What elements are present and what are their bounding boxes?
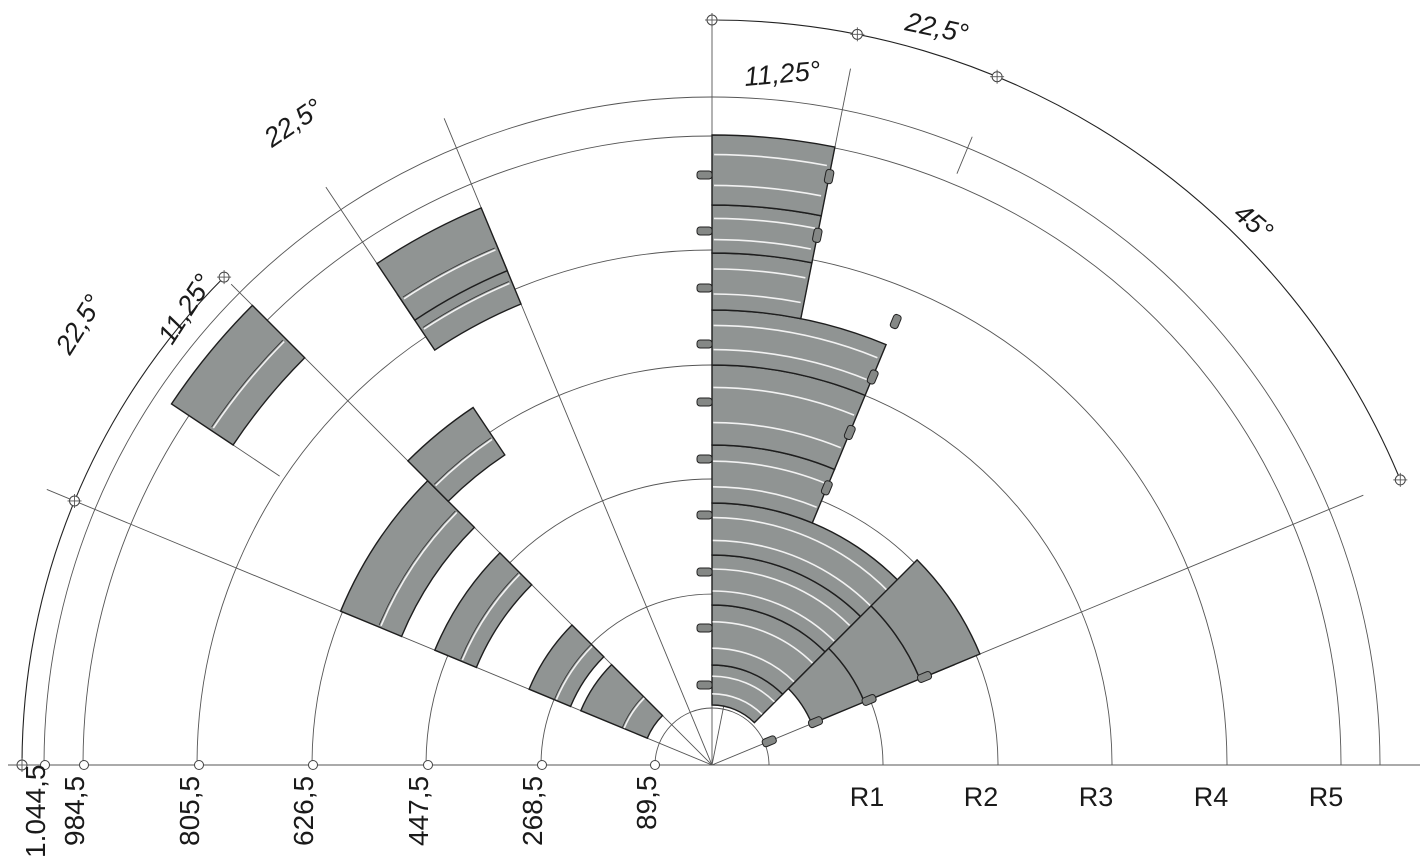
left-track-groove-edge-4 [378, 510, 456, 626]
edge-tab-6 [843, 424, 856, 441]
axis-tab-1 [696, 680, 713, 690]
angle-dimension-arcs [15, 13, 1408, 772]
left-track-groove-edge-3 [460, 572, 519, 660]
axis-tab-4 [696, 510, 713, 520]
axis-tab-9 [696, 226, 713, 236]
right-track-groove-7-2 [713, 324, 878, 359]
radius-label-r5: R5 [1309, 782, 1344, 812]
distance-labels: 1.044,5 984,5 805,5 626,5 447,5 268,5 89… [20, 765, 662, 858]
right-track-groove-8-1 [713, 293, 801, 304]
left-track-groove-edge-1 [622, 696, 644, 728]
baseline-marker-3 [194, 760, 204, 770]
edge-tab-8 [889, 313, 902, 330]
axis-tab-7 [696, 339, 713, 349]
baseline-marker-5 [423, 760, 433, 770]
baseline-marker-2 [79, 760, 89, 770]
left-track-piece-4 [339, 479, 476, 638]
left-track-groove-5 [435, 438, 493, 487]
extension-tick-2 [325, 186, 380, 267]
left-track-piece-2 [528, 624, 605, 708]
left-track-piece-3 [433, 551, 533, 669]
right-track-groove-7-1 [713, 348, 869, 381]
distance-label-89-5: 89,5 [631, 776, 662, 831]
radius-labels: R1 R2 R3 R4 R5 [850, 782, 1344, 812]
distance-label-1044-5: 1.044,5 [20, 765, 51, 858]
left-track-piece-5 [406, 406, 506, 503]
left-track-piece-1 [579, 663, 664, 740]
right-track-groove-10-2 [714, 153, 828, 167]
angle-label-top-right-11-25: 11,25° [743, 55, 822, 92]
edge-tab-10 [823, 168, 835, 185]
baseline-marker-1 [40, 760, 50, 770]
right-track-groove-3-2 [712, 568, 851, 626]
angle-label-left-11-25: 11,25° [152, 269, 219, 350]
distance-label-805-5: 805,5 [174, 776, 205, 846]
left-track-groove-4 [380, 511, 458, 627]
axis-tab-2 [696, 623, 713, 633]
edge-tab-2 [807, 716, 824, 729]
edge-tab-1 [761, 735, 777, 748]
right-track-groove-5-1 [712, 486, 818, 508]
track-pieces [170, 134, 981, 748]
right-track-groove-9-1 [713, 238, 812, 250]
right-track-groove-1-1 [712, 693, 763, 715]
radius-label-r4: R4 [1194, 782, 1229, 812]
edge-tab-7 [866, 369, 879, 385]
left-track-groove-edge-7 [402, 247, 495, 298]
left-track-piece-8 [170, 304, 306, 446]
left-track-piece-7 [376, 206, 509, 322]
right-track-groove-6-1 [713, 421, 842, 449]
radius-label-r1: R1 [850, 782, 885, 812]
left-track-groove-3 [461, 574, 521, 661]
baseline-marker-6 [537, 760, 547, 770]
right-track-piece-7 [711, 309, 888, 397]
right-track-piece-10 [711, 134, 836, 217]
left-track-groove-edge-2 [554, 644, 591, 699]
axis-tab-8 [696, 283, 713, 293]
angle-labels: 22,5° 11,25° 45° 22,5° 22,5° 11,25° [49, 6, 1279, 360]
edge-tab-3 [861, 694, 877, 706]
left-track-groove-8 [212, 341, 285, 429]
right-lower-piece-3 [870, 558, 981, 680]
angle-label-left-upper-22-5: 22,5° [258, 93, 328, 154]
dimension-arc-right [711, 19, 1401, 481]
right-track-groove-8-2 [713, 268, 806, 279]
distance-label-268-5: 268,5 [517, 776, 548, 846]
radius-label-r3: R3 [1079, 782, 1114, 812]
distance-label-984-5: 984,5 [59, 776, 90, 846]
axis-tab-5 [696, 454, 713, 464]
left-track-groove-edge-5 [433, 437, 492, 485]
right-track-groove-5-2 [713, 460, 827, 485]
axis-tab-10 [696, 170, 713, 180]
right-track-piece-8 [711, 252, 813, 320]
right-track-groove-2-2 [712, 621, 814, 664]
angle-label-top-right-22-5: 22,5° [902, 6, 971, 49]
right-track-groove-3-1 [712, 590, 835, 642]
left-track-groove-edge-6 [422, 281, 509, 328]
left-track-groove-1 [623, 697, 645, 729]
edge-tab-9 [812, 227, 823, 243]
right-track-groove-1-2 [712, 675, 775, 703]
angle-label-left-lower-22-5: 22,5° [49, 289, 109, 360]
baseline-marker-7 [650, 760, 660, 770]
edge-tab-4 [916, 671, 933, 683]
left-track-groove-7 [403, 249, 496, 300]
baseline-marker-4 [308, 760, 318, 770]
axis-tab-6 [696, 397, 713, 407]
axis-tab-3 [696, 567, 713, 577]
left-track-groove-edge-8 [211, 339, 283, 428]
distance-label-626-5: 626,5 [288, 776, 319, 846]
radius-label-r2: R2 [964, 782, 999, 812]
distance-label-447-5: 447,5 [403, 776, 434, 846]
right-track-groove-2-1 [712, 647, 795, 683]
edge-tab-5 [820, 480, 833, 496]
right-track-groove-9-2 [713, 217, 816, 229]
extension-tick-3 [956, 136, 973, 174]
left-track-groove-2 [555, 645, 593, 700]
right-track-groove-10-1 [713, 184, 822, 197]
angle-label-right-45: 45° [1228, 198, 1279, 247]
left-track-groove-6 [423, 282, 510, 330]
right-track-groove-6-2 [713, 386, 855, 416]
